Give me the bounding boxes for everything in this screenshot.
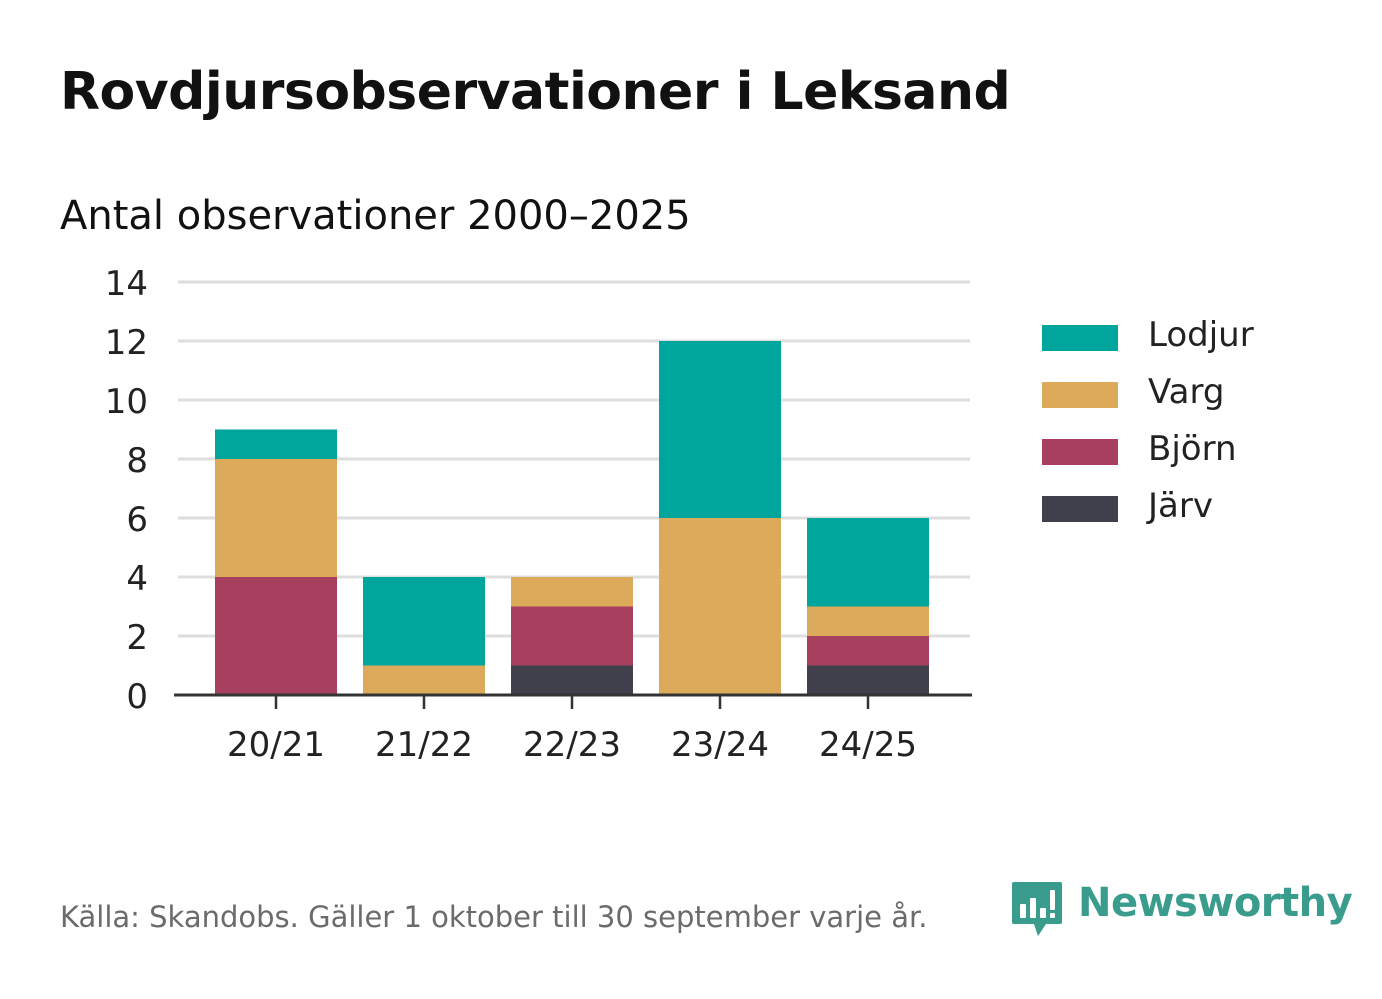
y-tick-label-4: 4	[126, 559, 148, 599]
bar-jrv-24-25	[807, 665, 929, 695]
x-tick-label-24-25: 24/25	[819, 725, 917, 765]
x-tick-label-21-22: 21/22	[375, 725, 473, 765]
bar-varg-22-23	[511, 577, 633, 607]
x-tick-label-22-23: 22/23	[523, 725, 621, 765]
bar-bjrn-22-23	[511, 606, 633, 666]
bar-lodjur-23-24	[659, 341, 781, 518]
y-tick-label-8: 8	[126, 441, 148, 481]
legend-swatch-lodjur	[1042, 325, 1118, 351]
x-tick-label-20-21: 20/21	[227, 725, 325, 765]
legend-label-varg: Varg	[1148, 372, 1225, 412]
legend-label-lodjur: Lodjur	[1148, 315, 1254, 355]
y-tick-label-12: 12	[105, 323, 148, 363]
chart-title: Rovdjursobservationer i Leksand	[60, 62, 1011, 122]
legend-label-jarv: Järv	[1148, 486, 1213, 526]
brand-name: Newsworthy	[1078, 880, 1353, 926]
y-tick-label-6: 6	[126, 500, 148, 540]
y-tick-label-2: 2	[126, 618, 148, 658]
newsworthy-chart-icon	[1012, 882, 1062, 936]
bar-bjrn-20-21	[215, 577, 337, 695]
bar-lodjur-24-25	[807, 518, 929, 607]
bar-lodjur-21-22	[363, 577, 485, 666]
axes: 0 2 4 6 8 10 12 14 20/21 21/22 22/23 23/24 24/25	[105, 264, 972, 765]
bars	[215, 341, 929, 695]
legend-swatch-jarv	[1042, 496, 1118, 522]
y-tick-label-0: 0	[126, 677, 148, 717]
bar-varg-24-25	[807, 606, 929, 636]
source-note: Källa: Skandobs. Gäller 1 oktober till 3…	[60, 900, 928, 934]
bar-jrv-22-23	[511, 665, 633, 695]
legend-label-bjorn: Björn	[1148, 429, 1237, 469]
bar-lodjur-20-21	[215, 429, 337, 459]
bar-varg-23-24	[659, 518, 781, 695]
y-tick-label-10: 10	[105, 382, 148, 422]
bar-varg-20-21	[215, 459, 337, 577]
legend-swatch-bjorn	[1042, 439, 1118, 465]
y-tick-label-14: 14	[105, 264, 148, 304]
legend-swatch-varg	[1042, 382, 1118, 408]
chart-subtitle: Antal observationer 2000–2025	[60, 193, 691, 239]
bar-varg-21-22	[363, 665, 485, 695]
x-tick-label-23-24: 23/24	[671, 725, 769, 765]
bar-bjrn-24-25	[807, 636, 929, 666]
